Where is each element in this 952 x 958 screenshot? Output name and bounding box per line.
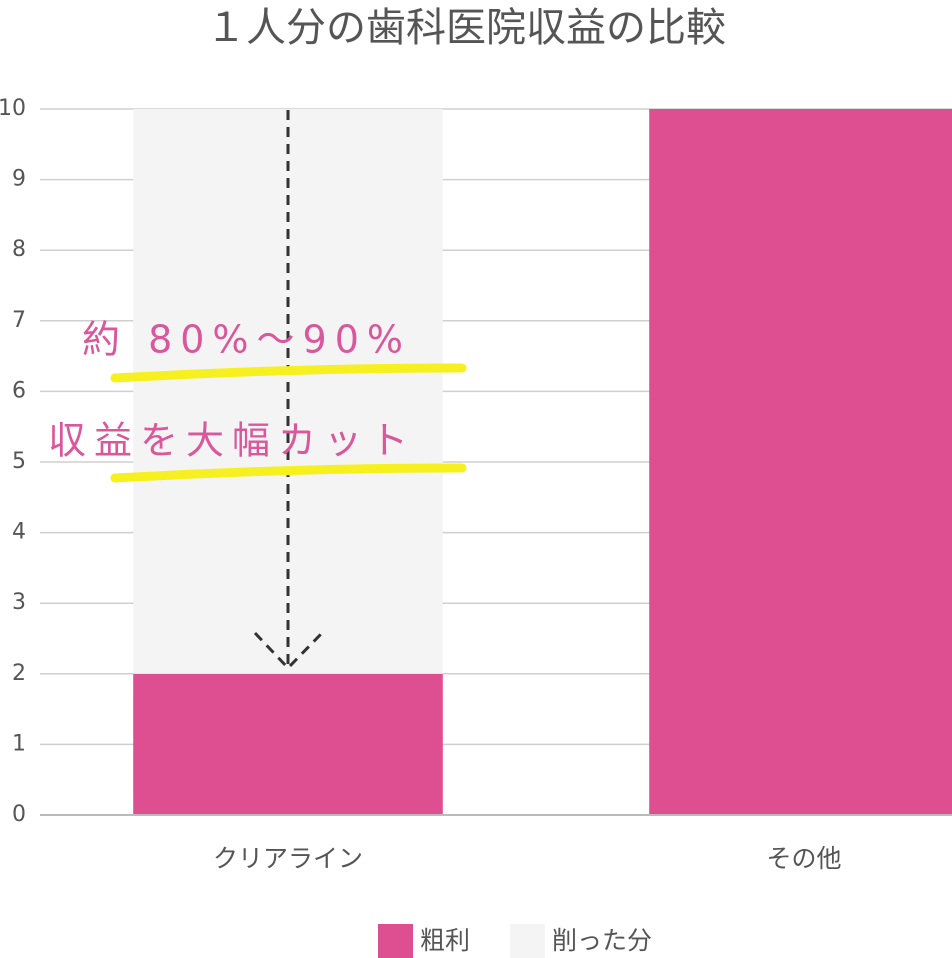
chart-title: １人分の歯科医院収益の比較 <box>206 5 726 51</box>
y-tick-label: 4 <box>12 520 26 545</box>
y-tick-label: 8 <box>12 237 26 262</box>
x-tick-label: その他 <box>766 844 841 873</box>
y-tick-label: 2 <box>12 661 26 686</box>
y-tick-label: 7 <box>12 308 26 333</box>
bar-segment <box>649 109 952 815</box>
legend-swatch <box>378 924 413 958</box>
annotation: 収益を大幅カット <box>48 419 416 463</box>
annotation: 約 80%～90% <box>82 318 411 362</box>
y-tick-label: 3 <box>12 590 26 615</box>
highlight-underline <box>110 463 467 483</box>
legend-label: 粗利 <box>420 926 470 955</box>
x-tick-label: クリアライン <box>213 844 363 873</box>
legend-label: 削った分 <box>552 926 652 955</box>
highlight-underline <box>110 363 467 383</box>
y-tick-label: 9 <box>12 167 26 192</box>
y-tick-label: 6 <box>12 378 26 403</box>
y-tick-label: 0 <box>12 802 26 827</box>
bar-segment <box>133 673 443 815</box>
plot-area: 0 1 2 3 4 5 6 7 8 9 10 クリアライン その他 <box>0 96 952 873</box>
annotation-layer: 約 80%～90% 収益を大幅カット <box>48 110 467 671</box>
y-tick-label: 10 <box>0 96 26 121</box>
y-tick-label: 5 <box>12 449 26 474</box>
legend-swatch <box>510 924 546 958</box>
y-tick-label: 1 <box>12 731 26 756</box>
